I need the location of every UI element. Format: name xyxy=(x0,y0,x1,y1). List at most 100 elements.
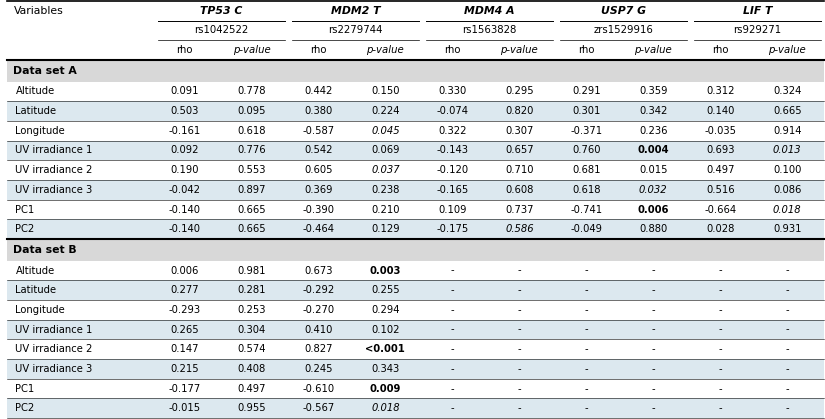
Text: 0.028: 0.028 xyxy=(706,224,734,234)
Text: 0.018: 0.018 xyxy=(371,403,400,413)
Text: 0.618: 0.618 xyxy=(238,126,266,136)
Bar xyxy=(7,280,824,300)
Text: -0.120: -0.120 xyxy=(436,165,469,175)
Text: -: - xyxy=(450,364,455,374)
Text: 0.820: 0.820 xyxy=(505,106,534,116)
Text: -0.015: -0.015 xyxy=(168,403,200,413)
Text: 0.129: 0.129 xyxy=(371,224,400,234)
Text: 0.574: 0.574 xyxy=(238,344,266,354)
Bar xyxy=(7,379,824,398)
Text: PC1: PC1 xyxy=(16,384,35,393)
Text: 0.369: 0.369 xyxy=(304,185,332,195)
Text: -0.270: -0.270 xyxy=(303,305,334,315)
Text: -0.161: -0.161 xyxy=(168,126,200,136)
Text: 0.102: 0.102 xyxy=(371,325,399,335)
Text: 0.006: 0.006 xyxy=(170,266,199,276)
Text: -: - xyxy=(517,266,521,276)
Text: -0.293: -0.293 xyxy=(168,305,200,315)
Text: -: - xyxy=(517,364,521,374)
Text: 0.009: 0.009 xyxy=(370,384,401,393)
Text: 0.018: 0.018 xyxy=(773,204,802,215)
Text: PC2: PC2 xyxy=(16,403,35,413)
Text: -0.143: -0.143 xyxy=(436,145,469,155)
Text: -: - xyxy=(450,384,455,393)
Text: -0.587: -0.587 xyxy=(303,126,334,136)
Text: 0.004: 0.004 xyxy=(638,145,669,155)
Text: UV irradiance 1: UV irradiance 1 xyxy=(16,325,93,335)
Text: 0.681: 0.681 xyxy=(572,165,601,175)
Text: Latitude: Latitude xyxy=(16,285,57,295)
Text: -: - xyxy=(785,285,789,295)
Text: -: - xyxy=(517,384,521,393)
Text: -0.741: -0.741 xyxy=(570,204,602,215)
Text: -0.664: -0.664 xyxy=(705,204,736,215)
Text: -: - xyxy=(785,344,789,354)
Text: UV irradiance 2: UV irradiance 2 xyxy=(16,344,93,354)
Text: 0.003: 0.003 xyxy=(370,266,401,276)
Text: UV irradiance 3: UV irradiance 3 xyxy=(16,185,92,195)
Text: -0.177: -0.177 xyxy=(168,384,200,393)
Text: Variables: Variables xyxy=(14,6,64,16)
Bar xyxy=(7,101,824,121)
Text: p-value: p-value xyxy=(634,45,672,55)
Text: 0.253: 0.253 xyxy=(238,305,266,315)
Text: 0.608: 0.608 xyxy=(505,185,534,195)
Text: Longitude: Longitude xyxy=(16,305,65,315)
Text: 0.359: 0.359 xyxy=(639,86,667,96)
Text: 0.210: 0.210 xyxy=(371,204,399,215)
Text: -: - xyxy=(652,285,655,295)
Text: 0.324: 0.324 xyxy=(773,86,801,96)
Text: 0.665: 0.665 xyxy=(237,224,266,234)
Text: -: - xyxy=(652,266,655,276)
Text: -: - xyxy=(719,403,722,413)
Text: -: - xyxy=(785,403,789,413)
Text: Altitude: Altitude xyxy=(16,266,54,276)
Text: -0.035: -0.035 xyxy=(705,126,736,136)
Text: <0.001: <0.001 xyxy=(365,344,405,354)
Text: 0.760: 0.760 xyxy=(572,145,601,155)
Text: -: - xyxy=(719,285,722,295)
Text: 0.497: 0.497 xyxy=(238,384,266,393)
Text: Data set A: Data set A xyxy=(12,66,76,76)
Text: 0.778: 0.778 xyxy=(238,86,266,96)
Text: -: - xyxy=(719,344,722,354)
Text: 0.955: 0.955 xyxy=(237,403,266,413)
Text: zrs1529916: zrs1529916 xyxy=(593,26,653,35)
Text: -: - xyxy=(517,344,521,354)
Text: -0.074: -0.074 xyxy=(436,106,469,116)
Text: 0.497: 0.497 xyxy=(706,165,734,175)
Text: 0.914: 0.914 xyxy=(773,126,801,136)
Bar xyxy=(7,320,824,339)
Text: -0.140: -0.140 xyxy=(168,204,200,215)
Text: 0.307: 0.307 xyxy=(505,126,534,136)
Text: 0.086: 0.086 xyxy=(773,185,801,195)
Text: -: - xyxy=(785,364,789,374)
Text: 0.516: 0.516 xyxy=(706,185,734,195)
Text: -: - xyxy=(450,344,455,354)
Text: 0.605: 0.605 xyxy=(304,165,332,175)
Text: 0.301: 0.301 xyxy=(572,106,601,116)
Text: TP53 C: TP53 C xyxy=(200,6,243,16)
Text: rho: rho xyxy=(310,45,327,55)
Bar xyxy=(7,261,824,280)
Text: rs2279744: rs2279744 xyxy=(328,26,383,35)
Text: 0.586: 0.586 xyxy=(505,224,534,234)
Text: UV irradiance 2: UV irradiance 2 xyxy=(16,165,93,175)
Text: 0.245: 0.245 xyxy=(304,364,332,374)
Text: -: - xyxy=(719,384,722,393)
Text: 0.827: 0.827 xyxy=(304,344,332,354)
Text: -0.049: -0.049 xyxy=(570,224,602,234)
Bar xyxy=(7,40,824,60)
Bar xyxy=(7,200,824,219)
Text: 0.091: 0.091 xyxy=(170,86,199,96)
Text: 0.045: 0.045 xyxy=(371,126,400,136)
Text: -: - xyxy=(450,305,455,315)
Text: -: - xyxy=(584,325,588,335)
Text: p-value: p-value xyxy=(501,45,538,55)
Bar xyxy=(7,21,824,40)
Text: -: - xyxy=(517,403,521,413)
Text: rs929271: rs929271 xyxy=(733,26,781,35)
Text: 0.277: 0.277 xyxy=(170,285,199,295)
Text: 0.037: 0.037 xyxy=(371,165,400,175)
Text: 0.503: 0.503 xyxy=(170,106,199,116)
